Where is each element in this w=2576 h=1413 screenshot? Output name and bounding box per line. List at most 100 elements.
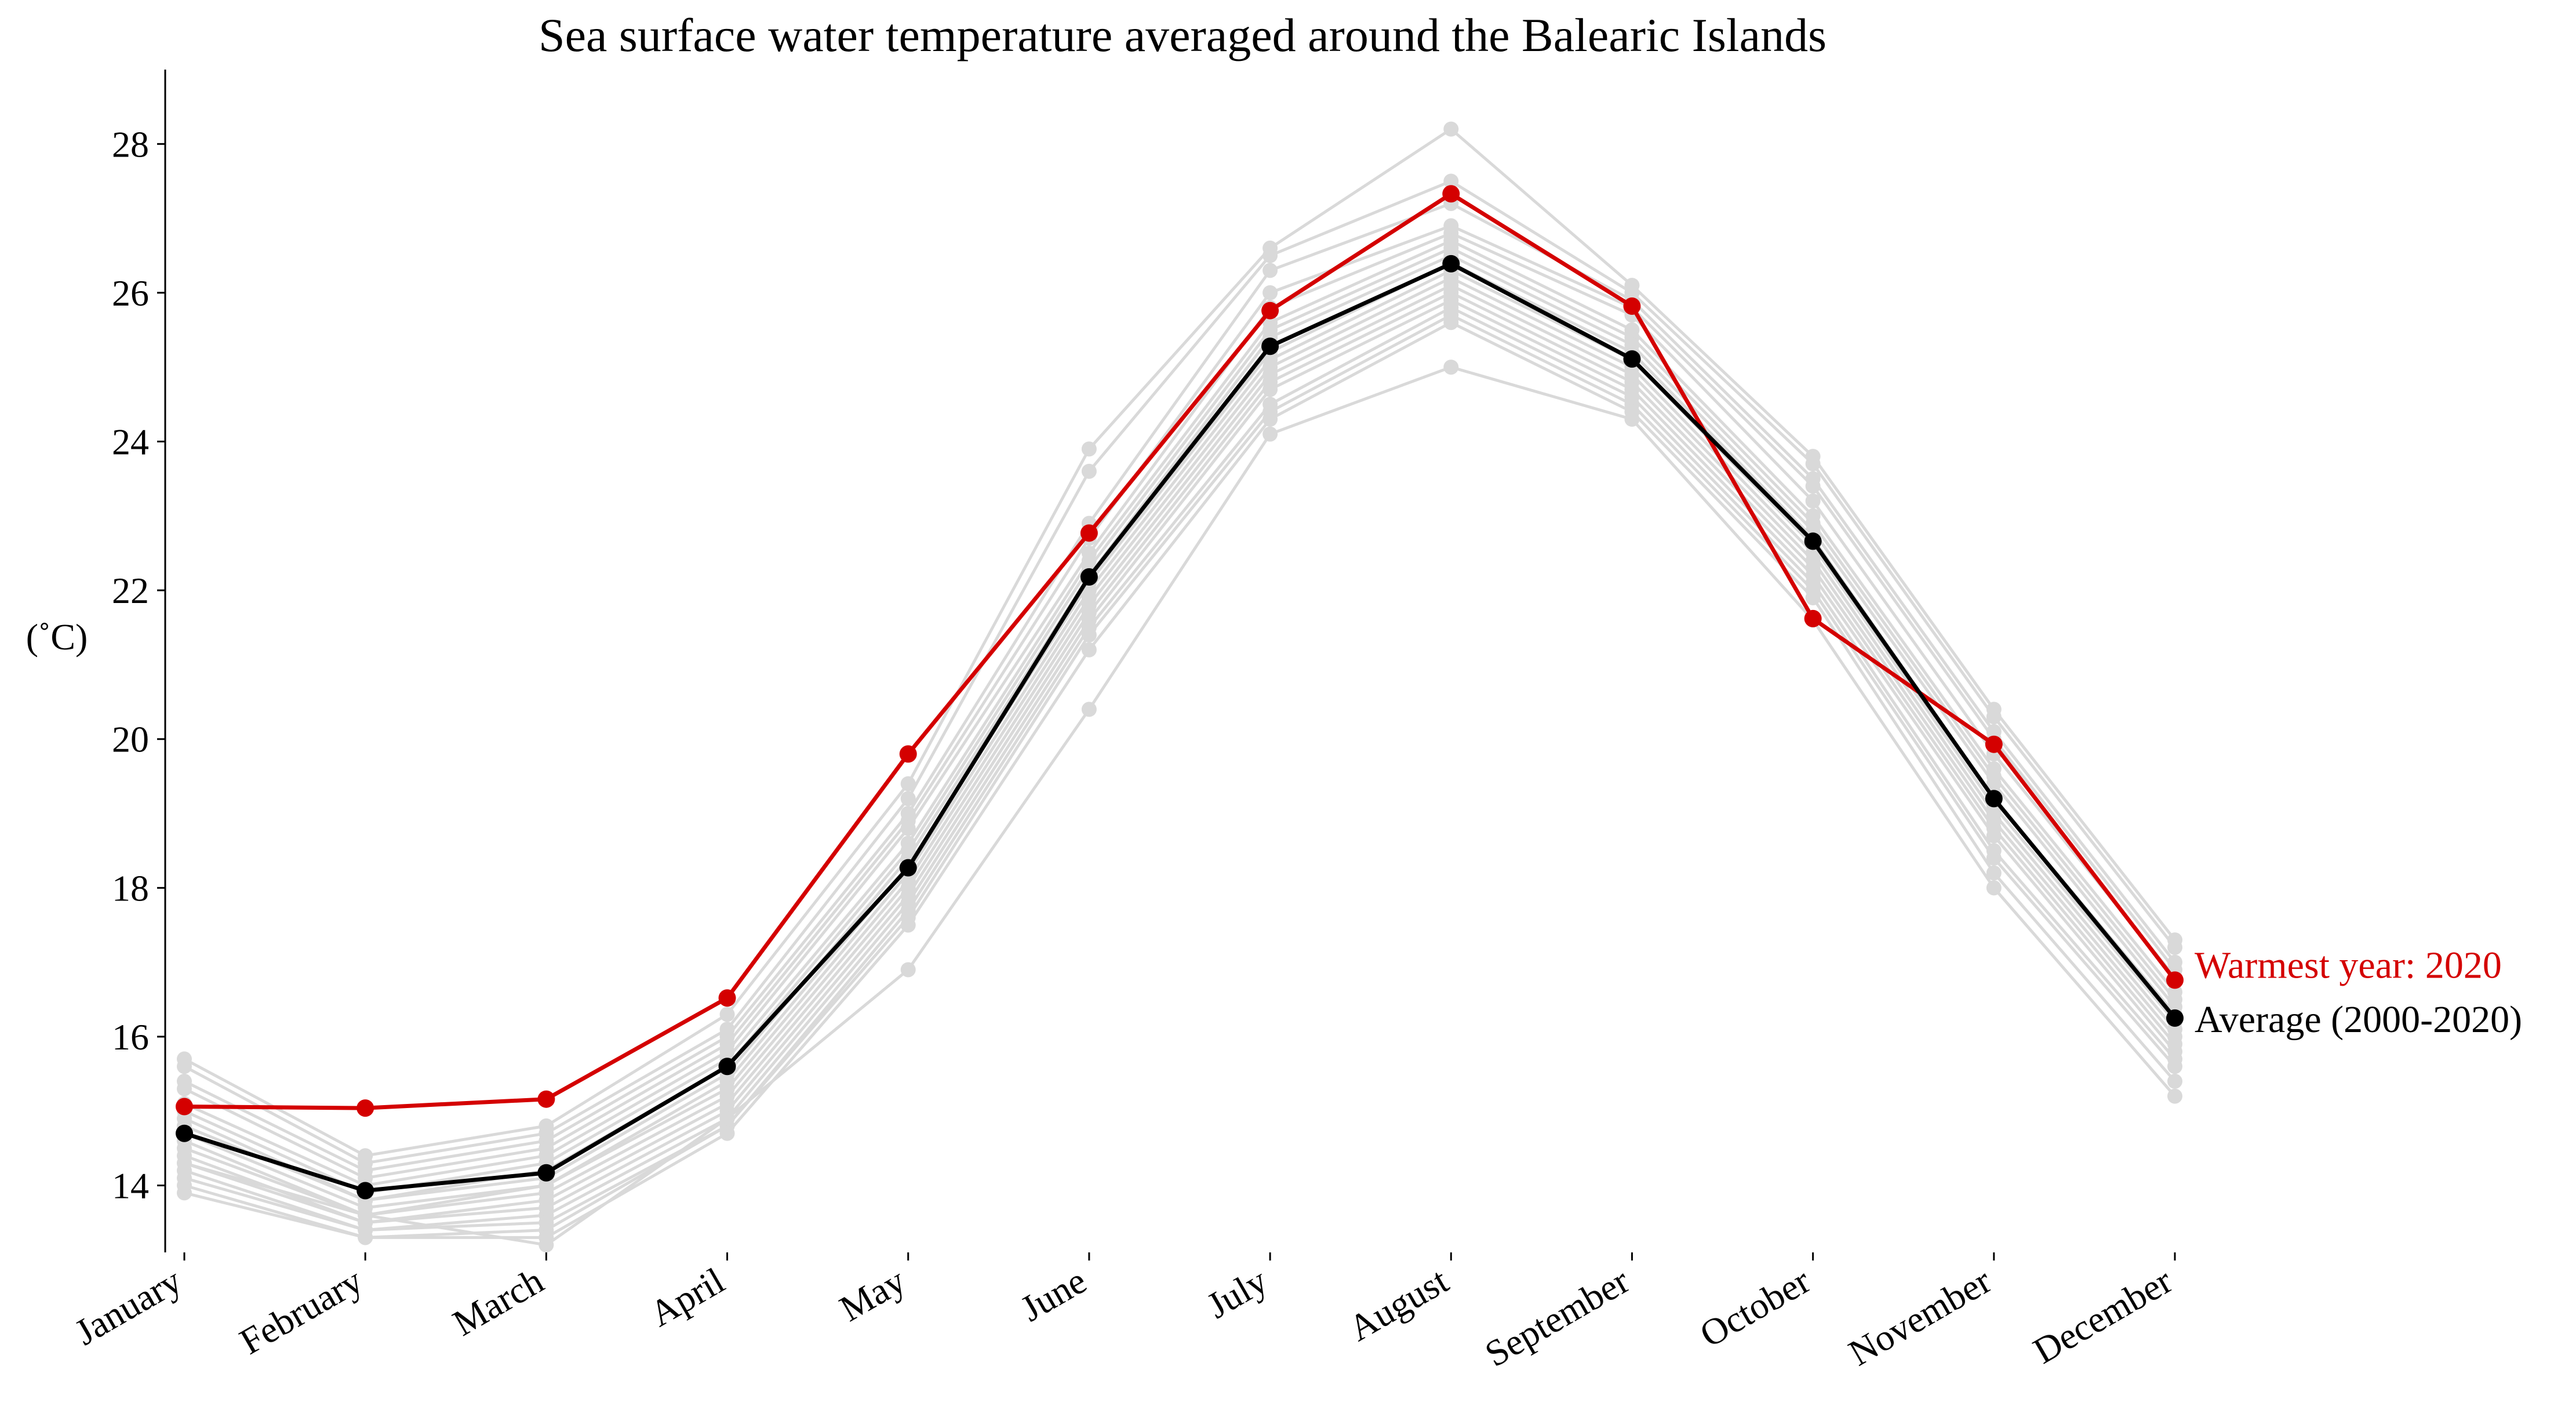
- year-series-point: [900, 820, 916, 836]
- year-series-point: [1081, 642, 1097, 658]
- warmest-year-series-point: [718, 989, 736, 1007]
- x-tick-label: April: [643, 1260, 731, 1335]
- year-series-point: [719, 1111, 735, 1127]
- year-series-point: [1443, 359, 1459, 375]
- y-tick-label: 24: [112, 422, 149, 463]
- warmest-year-series-point: [1261, 302, 1279, 319]
- average-series-point: [356, 1182, 374, 1200]
- year-series-point: [1443, 173, 1459, 189]
- year-series-line: [183, 246, 2176, 1202]
- axes: 14 16 18 20 22 24 26 28 January February March Apri…: [68, 70, 2179, 1375]
- year-series-point: [1262, 426, 1278, 442]
- year-series-point: [1262, 382, 1278, 397]
- year-series-point: [1805, 493, 1821, 509]
- year-series-point: [719, 1007, 735, 1022]
- y-tick-label: 22: [112, 570, 149, 611]
- x-tick-label: November: [1842, 1260, 1998, 1374]
- warmest-year-series-point: [356, 1099, 374, 1117]
- y-axis-label: (˚C): [26, 616, 88, 658]
- year-series-line: [184, 261, 2176, 1209]
- average-series-point: [718, 1058, 736, 1076]
- warmest-year-series-point: [1985, 735, 2003, 753]
- year-series-line: [183, 128, 2176, 1157]
- year-series-line: [184, 268, 2176, 1217]
- year-series-point: [177, 1081, 192, 1096]
- year-series-line: [184, 276, 2176, 1217]
- average-series-point: [899, 859, 917, 877]
- warmest-year-series-point: [1442, 185, 1460, 203]
- warmest-year-series-point: [1623, 297, 1641, 315]
- warmest-year-series-point: [537, 1090, 555, 1108]
- year-series-point: [2167, 1059, 2182, 1074]
- year-series-line: [184, 365, 2176, 1247]
- x-tick-label: December: [2026, 1260, 2179, 1372]
- warmest-year-series-point: [176, 1098, 193, 1116]
- year-series-line: [183, 239, 2176, 1194]
- year-series-point: [1443, 315, 1459, 330]
- year-series-point: [1624, 412, 1640, 427]
- year-series-line: [184, 321, 2176, 1239]
- year-series-point: [539, 1237, 554, 1253]
- year-series-point: [1081, 463, 1097, 479]
- warmest-year-series-point: [2166, 971, 2184, 989]
- series-labels: Warmest year: 2020 Average (2000-2020): [2195, 944, 2522, 1040]
- average-series-point: [1985, 790, 2003, 808]
- year-series-point: [1805, 456, 1821, 471]
- year-series-point: [1081, 702, 1097, 717]
- year-series-point: [358, 1207, 373, 1223]
- y-tick-label: 20: [112, 719, 149, 760]
- warmest-year-series-point: [899, 745, 917, 763]
- average-series-point: [1442, 255, 1460, 273]
- x-tick-label: May: [833, 1260, 912, 1330]
- year-series-point: [2167, 939, 2182, 955]
- chart-title: Sea surface water temperature averaged a…: [539, 9, 1827, 61]
- x-tick-label: September: [1478, 1260, 1636, 1375]
- warmest-year-series-point: [1080, 524, 1098, 542]
- year-series-line: [184, 291, 2176, 1225]
- year-series-point: [177, 1185, 192, 1201]
- x-tick-label: October: [1693, 1260, 1817, 1356]
- year-series-point: [1986, 880, 2002, 896]
- y-tick-label: 18: [112, 867, 149, 909]
- year-series-line: [184, 306, 2176, 1232]
- x-tick-label: August: [1342, 1260, 1456, 1349]
- year-series-point: [1805, 478, 1821, 494]
- year-series-point: [1986, 776, 2002, 791]
- year-series-point: [177, 1059, 192, 1074]
- x-tick-label: July: [1200, 1260, 1274, 1327]
- year-series-point: [719, 1125, 735, 1141]
- year-series-point: [900, 776, 916, 791]
- average-series-point: [2166, 1009, 2184, 1027]
- y-tick-label: 26: [112, 273, 149, 314]
- year-series-point: [2167, 1088, 2182, 1104]
- year-series-point: [1262, 248, 1278, 263]
- average-series-point: [1261, 337, 1279, 355]
- x-tick-label: January: [68, 1260, 188, 1353]
- year-series-point: [900, 917, 916, 933]
- year-series-point: [358, 1230, 373, 1245]
- year-series-line: [183, 231, 2176, 1187]
- year-series-point: [1986, 865, 2002, 881]
- year-series-point: [2167, 1073, 2182, 1089]
- x-tick-label: June: [1014, 1260, 1093, 1330]
- y-tick-label: 28: [112, 123, 149, 165]
- average-series-point: [1804, 532, 1822, 550]
- year-series-point: [1262, 285, 1278, 300]
- year-series-point: [1986, 709, 2002, 725]
- y-tick-label: 16: [112, 1016, 149, 1058]
- average-series-line: [183, 261, 2177, 1193]
- warmest-year-series-point: [1804, 609, 1822, 627]
- year-series-line: [183, 202, 2176, 1172]
- year-series-point: [1805, 590, 1821, 605]
- year-series-line: [183, 179, 2176, 1165]
- year-series-point: [1986, 851, 2002, 866]
- year-series-line: [184, 313, 2176, 1239]
- year-series-point: [1986, 828, 2002, 844]
- year-series-point: [1443, 121, 1459, 137]
- year-series-point: [1262, 263, 1278, 278]
- year-series-line: [183, 224, 2176, 1180]
- background-year-lines: [177, 121, 2182, 1253]
- average-series-point: [1623, 350, 1641, 368]
- warmest-year-series-line: [184, 191, 2177, 1110]
